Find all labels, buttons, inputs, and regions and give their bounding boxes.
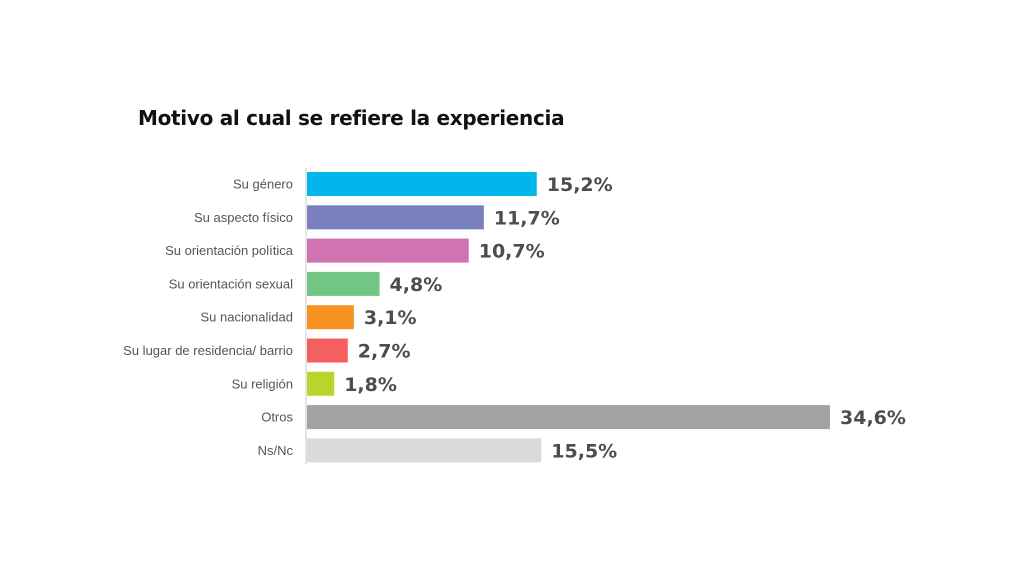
value-label: 34,6% xyxy=(840,407,906,429)
category-label: Otros xyxy=(261,410,293,425)
value-label: 11,7% xyxy=(494,207,560,229)
bar xyxy=(307,205,484,230)
category-label: Ns/Nc xyxy=(258,443,294,458)
category-label: Su género xyxy=(233,177,293,192)
bar xyxy=(307,172,537,196)
value-label: 1,8% xyxy=(344,374,397,396)
value-label: 4,8% xyxy=(390,274,443,296)
bar xyxy=(307,405,830,430)
chart-title: Motivo al cual se refiere la experiencia xyxy=(138,106,565,130)
category-label: Su orientación política xyxy=(165,243,294,258)
value-label: 15,2% xyxy=(547,174,613,196)
bar xyxy=(307,305,354,330)
category-label: Su nacionalidad xyxy=(200,310,293,325)
bar xyxy=(307,438,542,463)
category-label: Su religión xyxy=(232,376,293,391)
bar xyxy=(307,271,380,296)
value-label: 2,7% xyxy=(358,341,411,363)
bar xyxy=(307,238,469,263)
value-label: 3,1% xyxy=(364,307,417,329)
bars-group: Su género 15,2% Su aspecto físico 11,7% Su o… xyxy=(123,172,906,463)
value-label: 15,5% xyxy=(551,440,617,462)
category-label: Su aspecto físico xyxy=(194,210,293,225)
bar xyxy=(307,371,335,396)
value-label: 10,7% xyxy=(479,241,545,263)
category-label: Su orientación sexual xyxy=(169,276,293,291)
category-label: Su lugar de residencia/ barrio xyxy=(123,343,293,358)
bar xyxy=(307,338,348,363)
